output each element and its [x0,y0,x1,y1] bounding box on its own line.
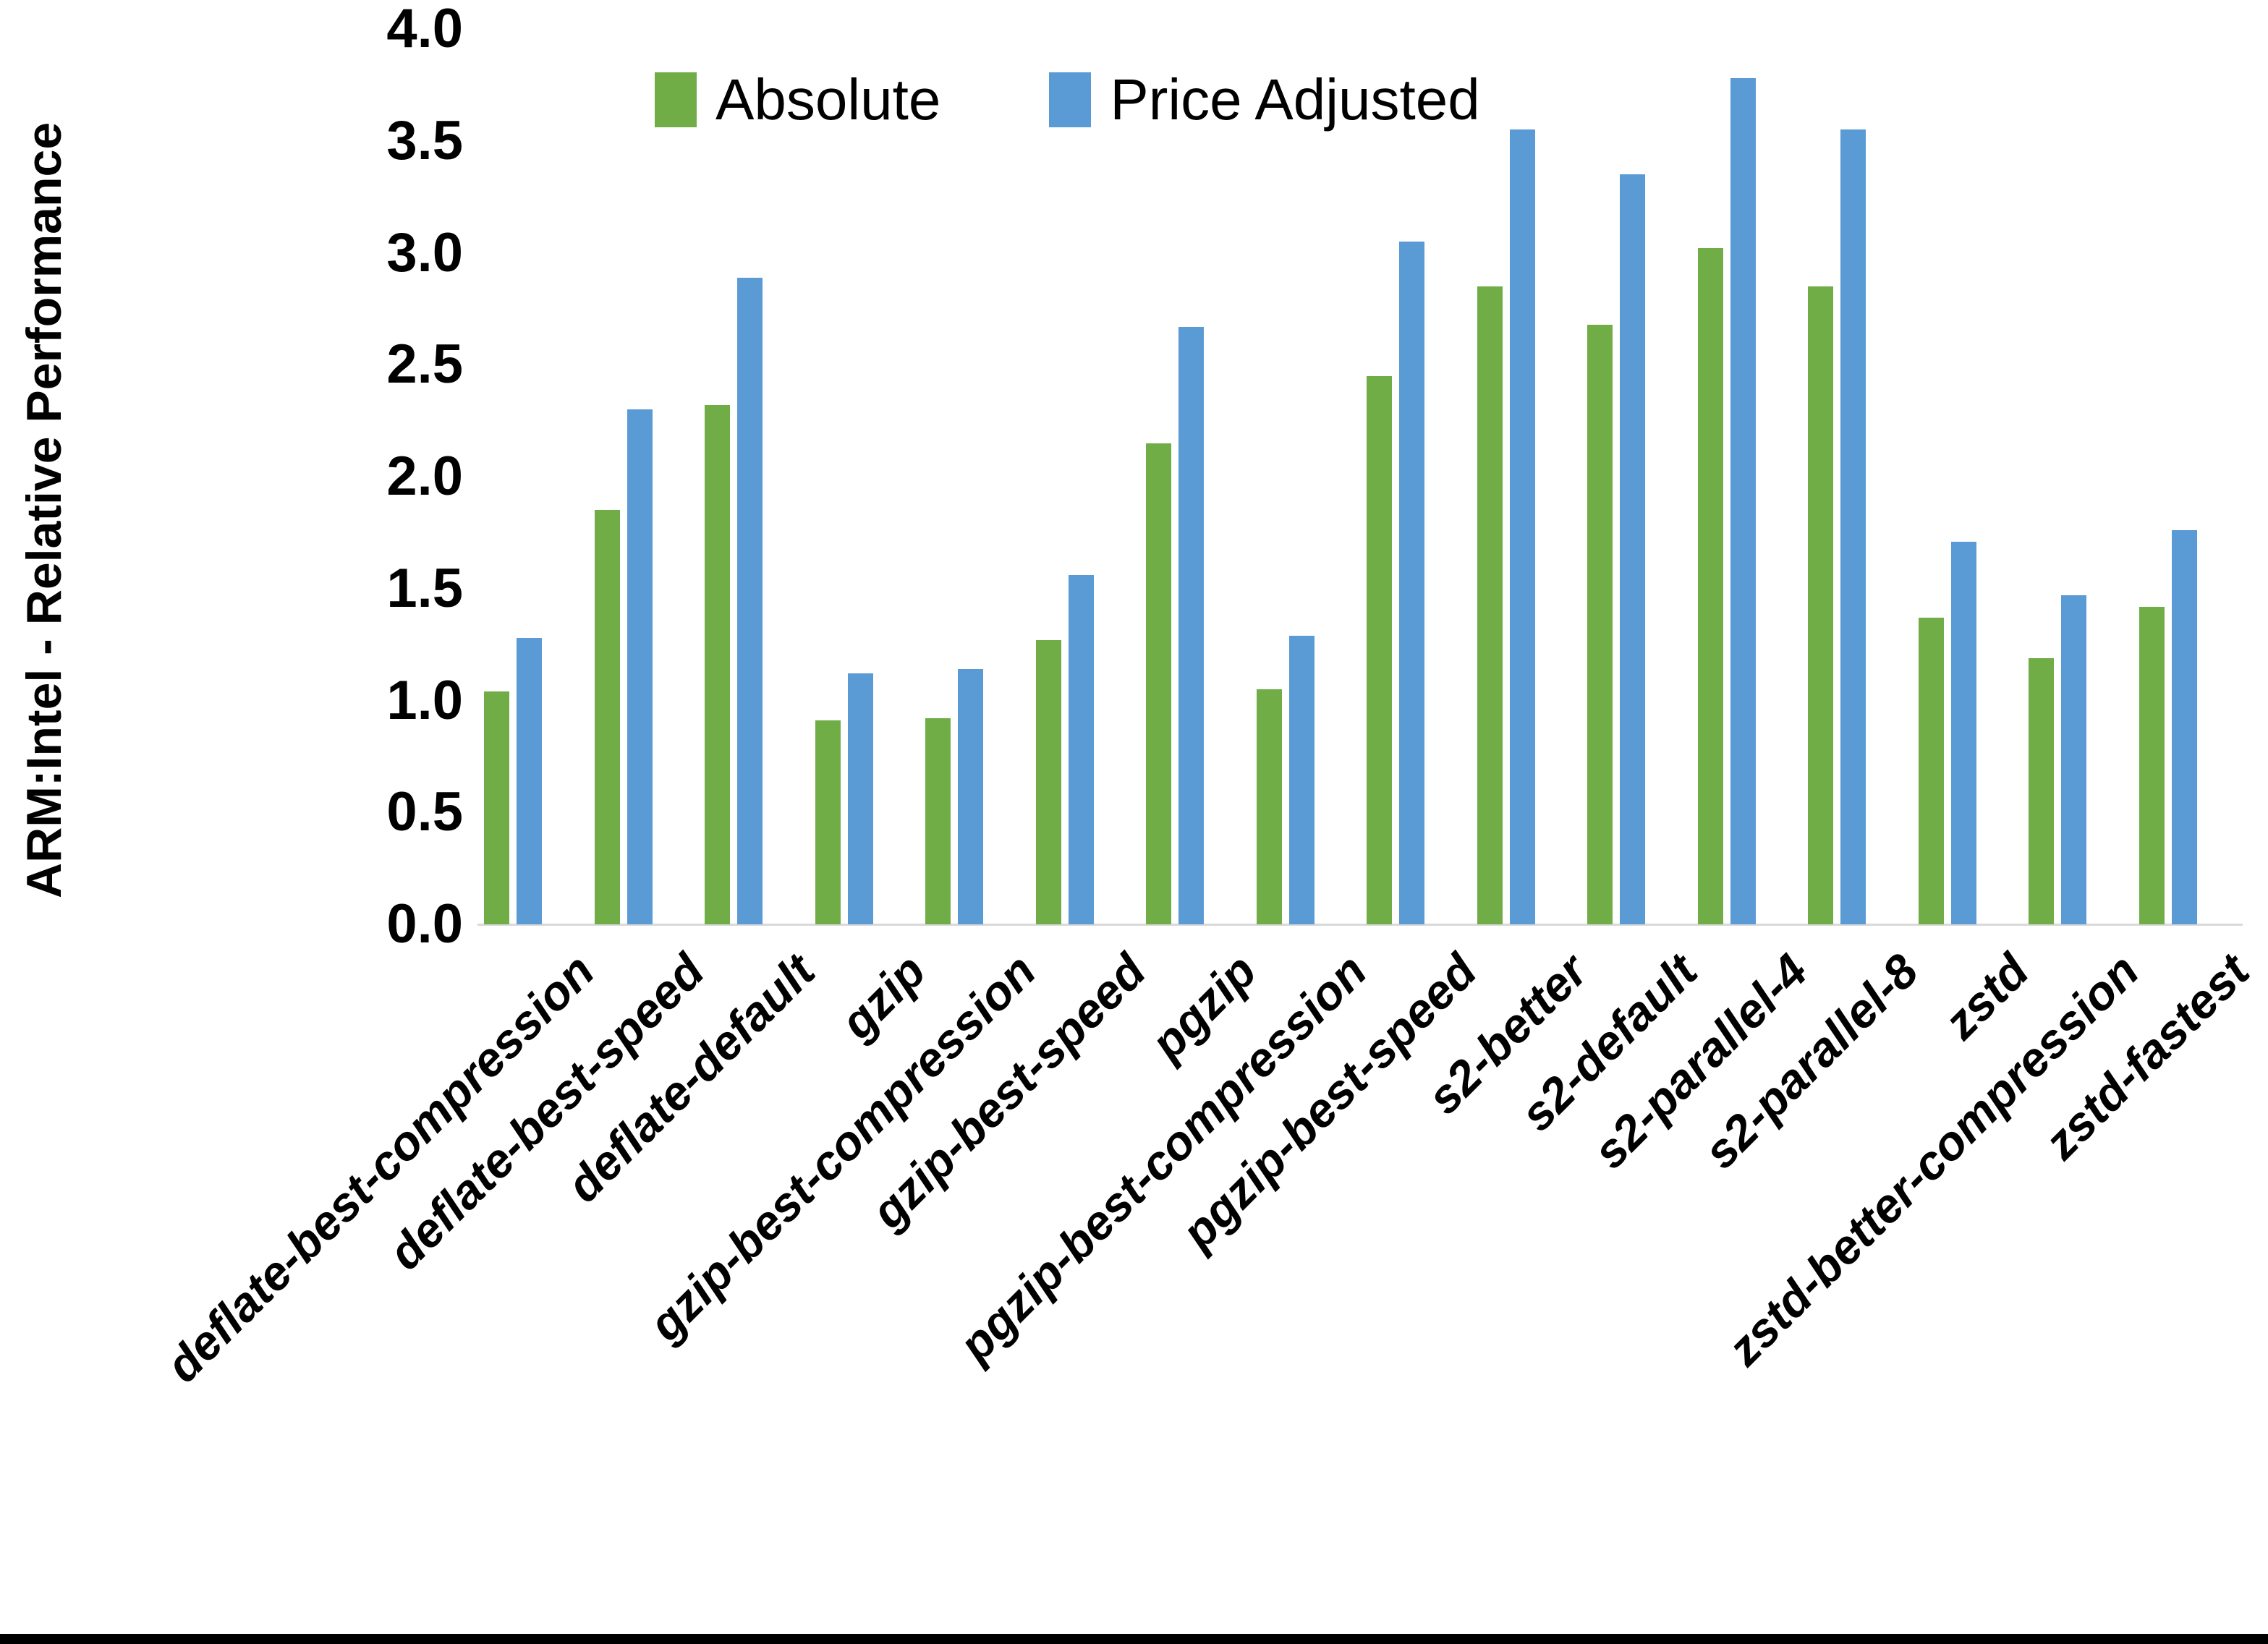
y-tick-label-2.0: 2.0 [386,446,463,507]
bar-gzip-price-adjusted [847,673,873,924]
bar-zstd-absolute [1918,618,1944,924]
bar-gzip-best-speed-absolute [1035,639,1061,924]
x-axis-line [477,924,2243,926]
y-axis-title: ARM:Intel - Relative Performance [17,122,72,898]
y-tick-label-1.5: 1.5 [386,557,463,619]
bar-pgzip-best-speed-absolute [1367,375,1392,924]
bar-s2-better-price-adjusted [1509,129,1535,924]
bar-pgzip-absolute [1146,443,1171,924]
y-tick-label-3.5: 3.5 [386,109,463,171]
bar-zstd-fastest-absolute [2139,606,2165,924]
bar-pgzip-best-compression-absolute [1256,689,1282,924]
legend-swatch-icon [1049,72,1092,127]
y-tick-label-3.0: 3.0 [386,221,463,284]
bar-s2-default-absolute [1587,324,1613,924]
bar-deflate-default-price-adjusted [737,277,763,924]
bar-pgzip-best-compression-price-adjusted [1288,635,1314,924]
bar-zstd-fastest-price-adjusted [2171,530,2197,924]
legend-label: Price Adjusted [1110,67,1480,132]
bar-s2-default-price-adjusted [1620,174,1645,924]
bar-s2-better-absolute [1477,286,1503,924]
bar-zstd-better-compression-absolute [2029,657,2054,924]
y-tick-label-0.0: 0.0 [386,893,463,955]
bar-deflate-best-compression-price-adjusted [517,637,542,924]
y-tick-label-2.5: 2.5 [386,333,463,396]
x-label-deflate-best-compression: deflate-best-compression [155,943,605,1392]
bar-s2-parallel-4-absolute [1697,248,1723,924]
bar-zstd-better-compression-price-adjusted [2061,595,2086,924]
bar-s2-parallel-4-price-adjusted [1730,78,1756,924]
legend-swatch-icon [655,72,697,127]
bar-gzip-best-compression-price-adjusted [958,669,983,924]
bar-pgzip-price-adjusted [1178,326,1204,924]
bottom-border-bar [0,1634,2268,1644]
bar-zstd-price-adjusted [1950,541,1976,924]
y-tick-label-1.0: 1.0 [386,669,463,731]
bar-deflate-best-compression-absolute [484,691,509,924]
bar-gzip-best-speed-price-adjusted [1068,575,1094,924]
bar-pgzip-best-speed-price-adjusted [1399,242,1424,924]
bar-s2-parallel-8-price-adjusted [1840,129,1866,924]
legend-item-price-adjusted: Price Adjusted [1049,67,1480,133]
bar-gzip-absolute [815,720,841,924]
y-tick-label-0.5: 0.5 [386,781,463,843]
bar-deflate-best-speed-price-adjusted [627,409,653,924]
bar-s2-parallel-8-absolute [1808,286,1833,924]
bar-gzip-best-compression-absolute [925,718,951,924]
legend-label: Absolute [715,67,941,132]
plot-area [477,29,2243,926]
bar-deflate-default-absolute [705,404,730,924]
bar-deflate-best-speed-absolute [594,510,620,924]
legend-item-absolute: Absolute [655,67,940,133]
y-tick-label-4.0: 4.0 [386,0,463,59]
chart-legend: Absolute Price Adjusted [655,67,1480,133]
